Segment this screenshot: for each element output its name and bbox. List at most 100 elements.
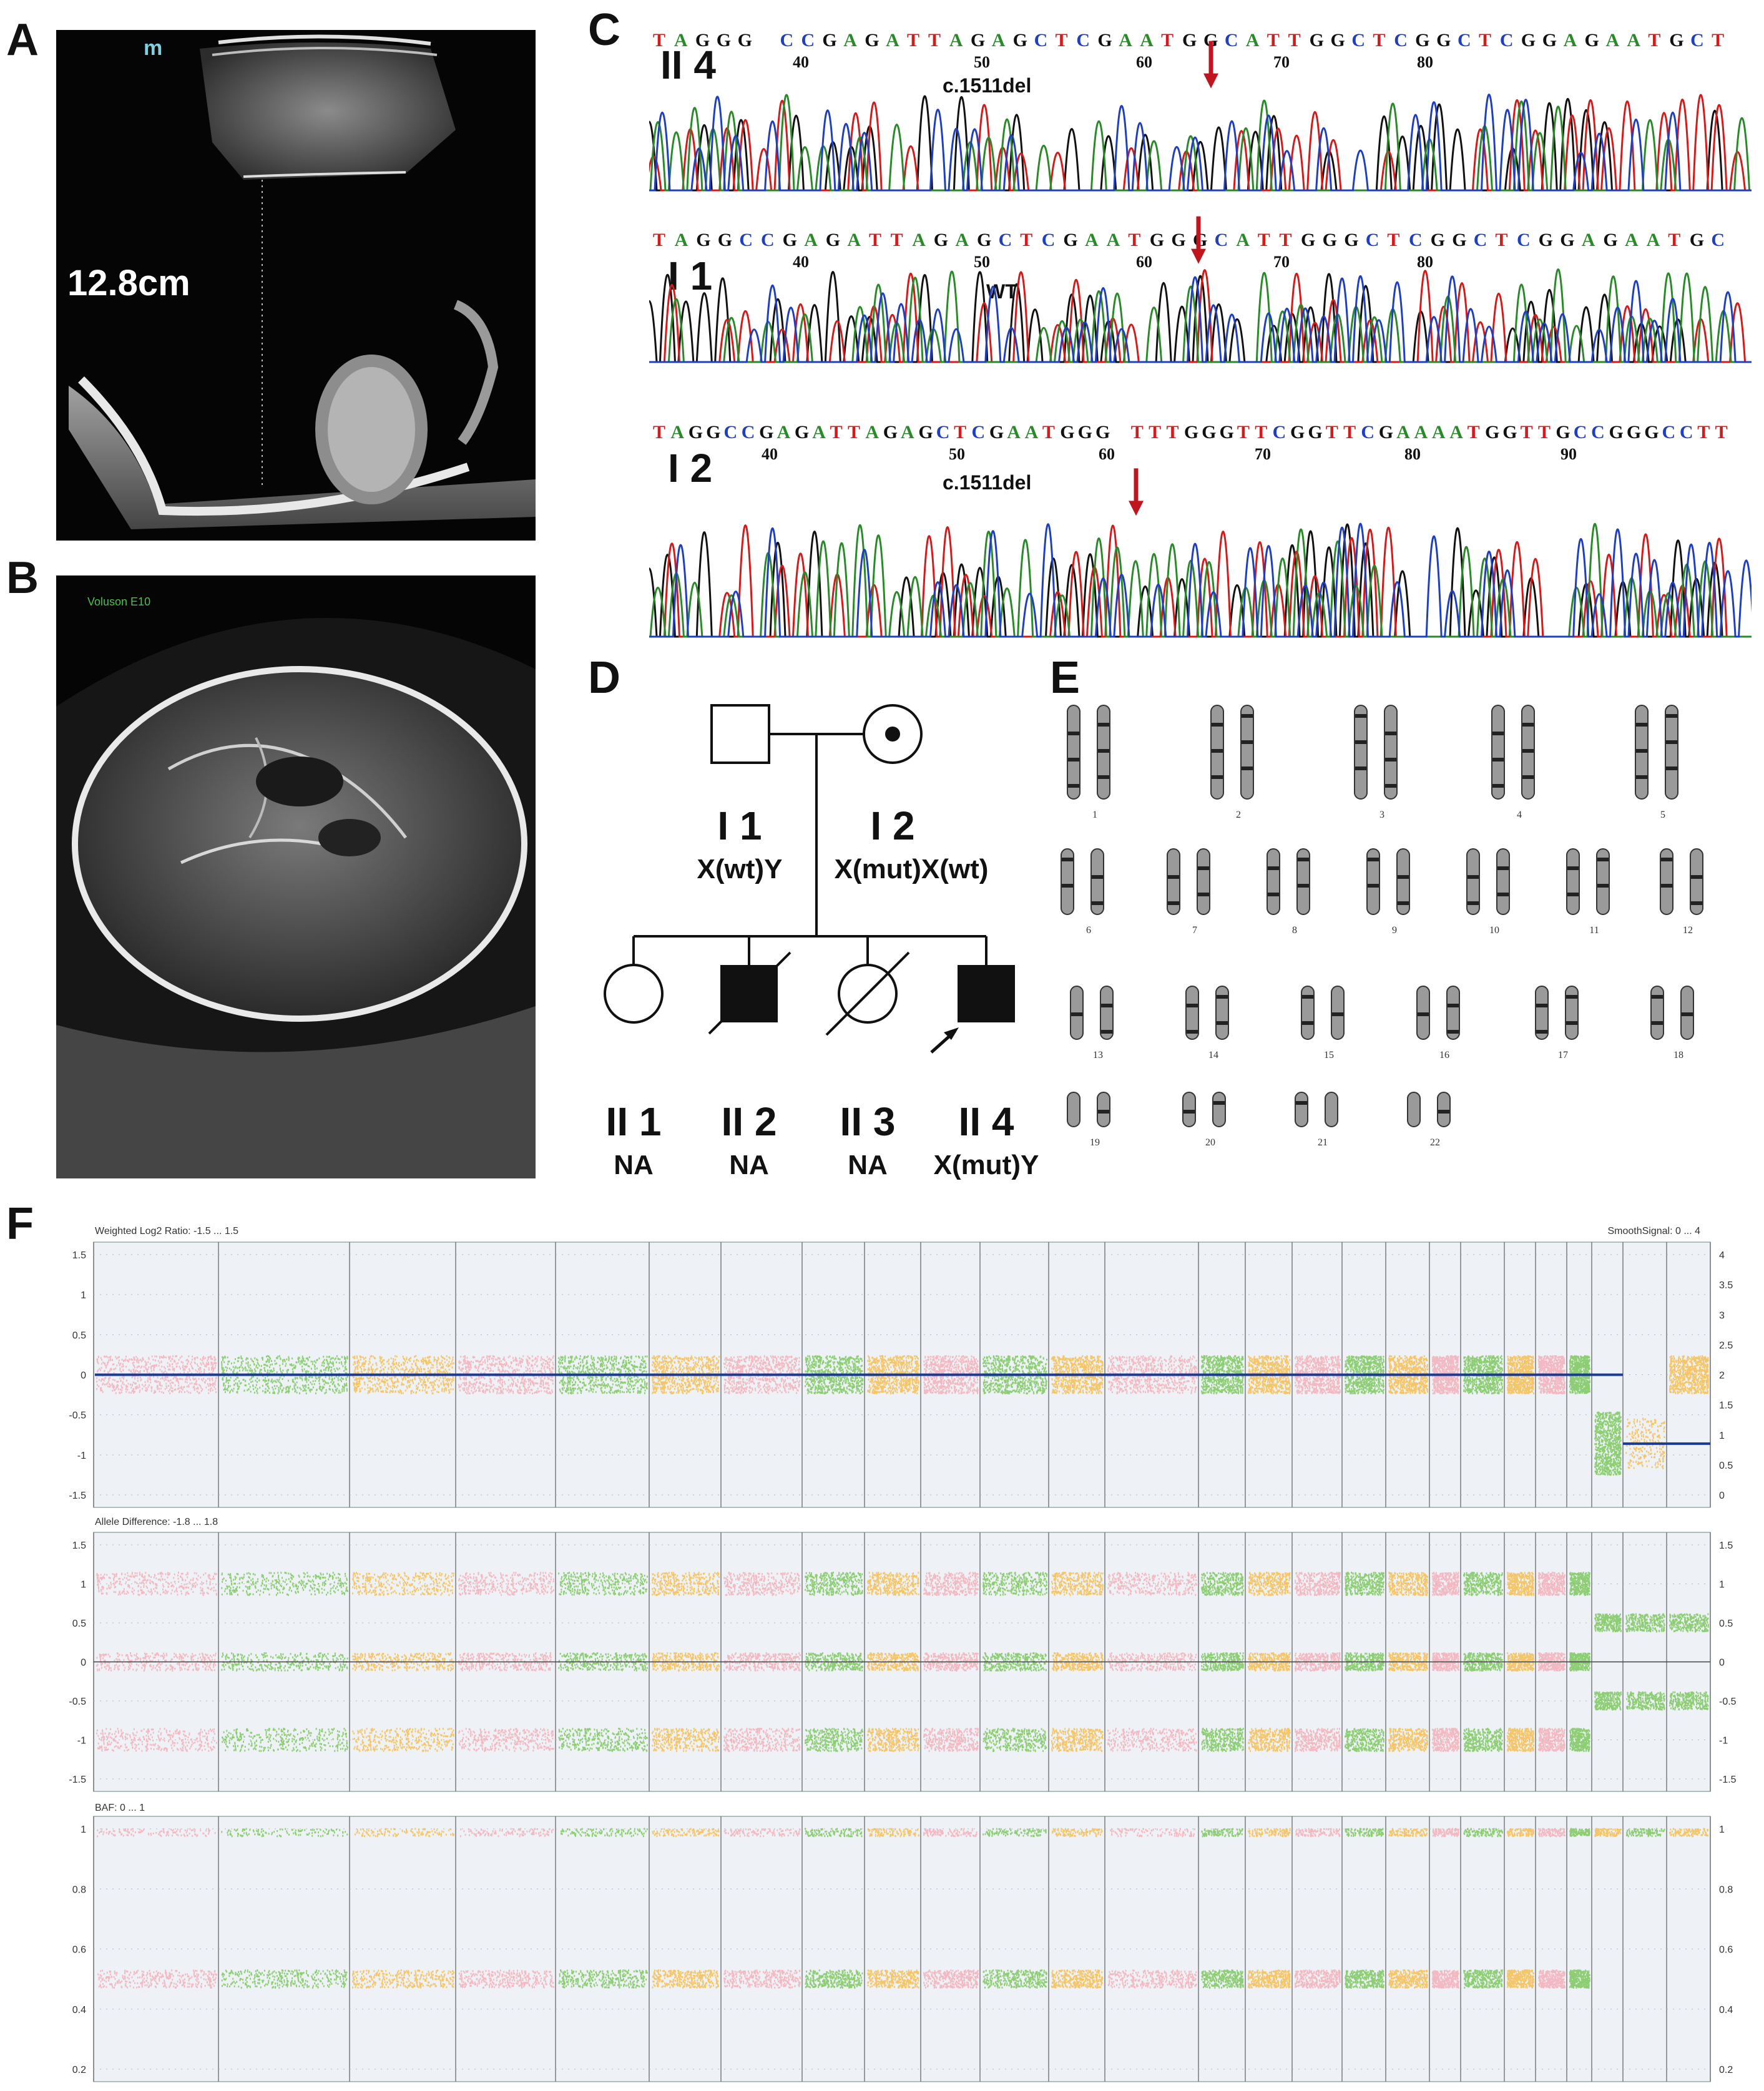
trace-line (649, 94, 1752, 192)
chromosome-pair-21: 21 (1295, 1092, 1338, 1148)
pedigree-i1-id: I 1 (717, 803, 762, 848)
sample-label: I 2 (668, 446, 712, 491)
chromosome-number: 12 (1683, 925, 1693, 936)
right-tick-label: 0.4 (1719, 2005, 1733, 2015)
panel-label-f: F (6, 1199, 34, 1249)
left-tick-label: 0.5 (72, 1330, 86, 1341)
chromosome-pair-12: 12 (1660, 848, 1703, 936)
chromosome-pair-16: 16 (1416, 986, 1460, 1060)
pedigree-ii2-id: II 2 (721, 1099, 777, 1144)
sample-label: II 4 (660, 42, 716, 87)
pedigree-ii3-genotype: NA (848, 1150, 888, 1180)
left-tick-label: -1 (77, 1736, 86, 1746)
right-tick-label: -1 (1719, 1736, 1728, 1746)
chromosome-pair-7: 7 (1167, 848, 1210, 936)
right-tick-label: 0 (1719, 1658, 1725, 1668)
position-tick: 60 (1099, 445, 1115, 463)
ultrasound-image-b: Voluson E10 (56, 575, 536, 1178)
left-tick-label: -1 (77, 1451, 86, 1461)
trace-line (640, 271, 1752, 363)
chromosome-number: 16 (1439, 1050, 1449, 1060)
pedigree-ii4-genotype: X(mut)Y (933, 1150, 1039, 1180)
position-tick: 40 (762, 445, 778, 463)
chromosome-pair-6: 6 (1061, 848, 1104, 936)
panel-label-e: E (1050, 653, 1080, 703)
right-tick-label: 1.5 (1719, 1401, 1733, 1411)
position-tick: 80 (1417, 253, 1433, 271)
chromosome-pair-18: 18 (1650, 986, 1694, 1060)
pedigree-i1-genotype: X(wt)Y (697, 854, 783, 884)
chromosome-pair-8: 8 (1267, 848, 1310, 936)
left-tick-label: 0 (81, 1371, 86, 1381)
right-tick-label: 0.2 (1719, 2065, 1733, 2075)
position-tick: 60 (1136, 253, 1152, 271)
pedigree-i2-id: I 2 (870, 803, 915, 848)
chromosome-pair-22: 22 (1407, 1092, 1451, 1148)
chromosome-number: 8 (1292, 925, 1297, 936)
chromatogram-row-2: TAGGCCGAGATTAGAGCTCGAATGGGCATTGGGCTCGGCT… (640, 216, 1752, 363)
right-tick-label: 1.5 (1719, 1540, 1733, 1551)
left-tick-label: -0.5 (69, 1411, 86, 1421)
measurement-label: 12.8cm (67, 263, 190, 303)
trace-line (649, 275, 1752, 363)
right-tick-label: 0.5 (1719, 1461, 1733, 1471)
right-tick-label: 1 (1719, 1431, 1725, 1441)
position-tick: 40 (793, 53, 809, 71)
pedigree: I 1 X(wt)Y I 2 X(mut)X(wt) II 1 NA II 2 … (587, 680, 1061, 1205)
position-tick: 50 (949, 445, 965, 463)
chromosome-number: 22 (1430, 1137, 1440, 1148)
variant-annotation: c.1511del (943, 471, 1031, 494)
track1-right-title: SmoothSignal: 0 ... 4 (1607, 1226, 1700, 1236)
position-tick: 50 (974, 53, 990, 71)
track2-title: Allele Difference: -1.8 ... 1.8 (95, 1517, 218, 1527)
chromosome-pair-20: 20 (1182, 1092, 1226, 1148)
position-tick: 60 (1136, 53, 1152, 71)
left-tick-label: 1 (81, 1824, 86, 1835)
ultrasound-image-a: m 12.8cm (56, 30, 536, 541)
chromosome-number: 21 (1318, 1137, 1328, 1148)
left-tick-label: 0 (81, 1658, 86, 1668)
left-tick-label: 1 (81, 1290, 86, 1301)
panel-label-c: C (588, 5, 620, 55)
pedigree-ii3-id: II 3 (840, 1099, 896, 1144)
panel-label-d: D (588, 653, 620, 703)
chromosome-pair-14: 14 (1185, 986, 1229, 1060)
position-tick: 50 (974, 253, 990, 271)
left-tick-label: 1.5 (72, 1540, 86, 1551)
left-tick-label: 0.5 (72, 1618, 86, 1629)
right-tick-label: 2 (1719, 1371, 1725, 1381)
ultrasound-logo-a: m (144, 36, 162, 60)
right-tick-label: 3 (1719, 1310, 1725, 1321)
left-tick-label: 0.2 (72, 2065, 86, 2075)
pedigree-ii2-genotype: NA (729, 1150, 769, 1180)
chromosome-pair-2: 2 (1210, 705, 1254, 820)
chromosome-number: 9 (1392, 925, 1397, 936)
left-tick-label: -0.5 (69, 1697, 86, 1707)
karyotype: 1 2 3 4 5 6 7 8 9 10 11 12 13 14 15 16 17 18 19 20 21 22 (1055, 687, 1754, 1161)
pedigree-ii4-id: II 4 (958, 1099, 1014, 1144)
right-tick-label: 0.5 (1719, 1618, 1733, 1629)
pedigree-ii1-genotype: NA (614, 1150, 654, 1180)
chromosome-number: 14 (1208, 1050, 1218, 1060)
trace-line (649, 522, 1755, 638)
chromosome-number: 19 (1090, 1137, 1100, 1148)
sample-label: I 1 (668, 253, 712, 298)
position-tick: 90 (1561, 445, 1577, 463)
chromosome-number: 7 (1192, 925, 1197, 936)
chromosome-number: 11 (1589, 925, 1599, 936)
right-tick-label: 3.5 (1719, 1280, 1733, 1291)
chromosome-pair-10: 10 (1466, 848, 1510, 936)
chromosome-pair-5: 5 (1635, 705, 1678, 820)
left-tick-label: 0.8 (72, 1884, 86, 1895)
chromosome-pair-9: 9 (1366, 848, 1410, 936)
right-tick-label: 1 (1719, 1824, 1725, 1835)
variant-annotation: c.1511del (943, 74, 1031, 97)
device-label-b: Voluson E10 (87, 595, 150, 608)
chromosome-number: 15 (1324, 1050, 1334, 1060)
chromosome-pair-11: 11 (1566, 848, 1610, 936)
chromosome-number: 6 (1086, 925, 1091, 936)
chromosome-number: 5 (1660, 810, 1665, 820)
